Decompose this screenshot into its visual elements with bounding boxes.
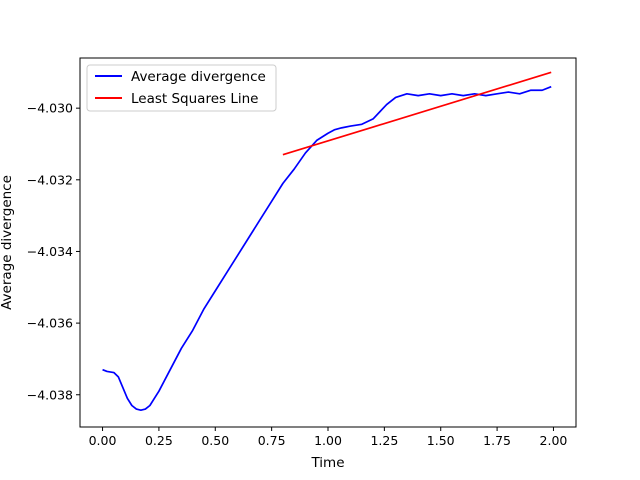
y-tick-label: −4.038 xyxy=(27,387,73,402)
y-tick-label: −4.036 xyxy=(27,316,73,331)
series-line-least-squares-line xyxy=(282,71,552,156)
x-axis-label: Time xyxy=(310,455,344,471)
legend-box xyxy=(86,64,277,112)
x-tick-label: 1.00 xyxy=(314,433,342,448)
series-line-average-divergence xyxy=(102,85,552,412)
x-tick-label: 0.00 xyxy=(89,433,117,448)
x-tick-label: 0.50 xyxy=(201,433,229,448)
y-tick-label: −4.030 xyxy=(27,101,73,116)
x-axis-ticks: 0.00 0.25 0.50 0.75 1.00 1.25 1.50 1.75 2.00 xyxy=(89,427,568,448)
x-tick-label: 1.50 xyxy=(427,433,455,448)
legend: Average divergence Least Squares Line xyxy=(86,64,277,112)
y-tick-label: −4.034 xyxy=(27,244,73,259)
x-tick-label: 0.25 xyxy=(145,433,173,448)
legend-label-average-divergence: Average divergence xyxy=(131,69,266,85)
x-tick-label: 0.75 xyxy=(258,433,286,448)
series-layer xyxy=(102,71,552,412)
x-tick-label: 1.75 xyxy=(483,433,511,448)
x-tick-label: 1.25 xyxy=(370,433,398,448)
y-axis-label: Average divergence xyxy=(0,175,15,310)
x-tick-label: 2.00 xyxy=(540,433,568,448)
y-tick-label: −4.032 xyxy=(27,172,73,187)
legend-label-least-squares-line: Least Squares Line xyxy=(131,91,258,107)
y-axis-ticks: −4.038 −4.036 −4.034 −4.032 −4.030 xyxy=(27,101,80,402)
